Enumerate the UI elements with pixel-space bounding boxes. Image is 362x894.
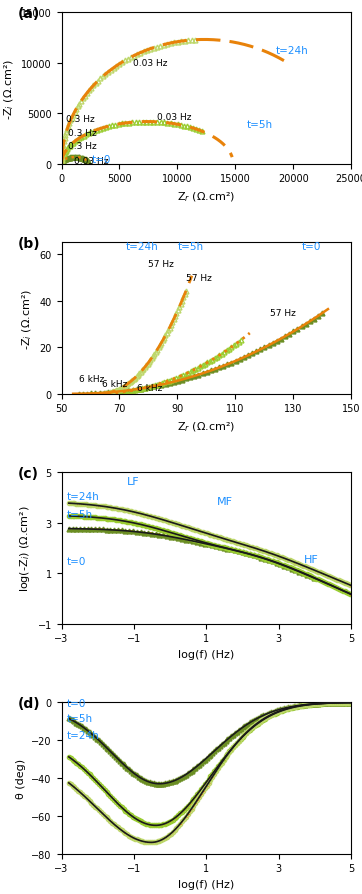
Text: (d): (d) <box>18 696 41 711</box>
Text: t=5h: t=5h <box>67 509 93 519</box>
Text: (b): (b) <box>18 237 41 251</box>
Text: t=24h: t=24h <box>125 242 158 252</box>
Text: 57 Hz: 57 Hz <box>186 274 212 283</box>
Text: 6 kHz: 6 kHz <box>79 375 104 384</box>
Text: LF: LF <box>127 477 139 486</box>
X-axis label: log(f) (Hz): log(f) (Hz) <box>178 879 235 889</box>
Y-axis label: -Z$_i$ (Ω.cm²): -Z$_i$ (Ω.cm²) <box>20 288 34 350</box>
Text: t=5h: t=5h <box>247 121 273 131</box>
Text: t=0: t=0 <box>92 155 111 165</box>
Text: t=24h: t=24h <box>67 492 100 502</box>
X-axis label: Z$_r$ (Ω.cm²): Z$_r$ (Ω.cm²) <box>177 190 235 204</box>
Text: HF: HF <box>304 554 319 564</box>
Text: 6 kHz: 6 kHz <box>137 384 162 392</box>
Y-axis label: -Z$_i$ (Ω.cm²): -Z$_i$ (Ω.cm²) <box>2 58 16 120</box>
Text: (c): (c) <box>18 467 39 481</box>
Text: t=24h: t=24h <box>276 46 308 55</box>
Text: 0.03 Hz: 0.03 Hz <box>133 59 168 68</box>
Text: t=0: t=0 <box>67 698 87 708</box>
X-axis label: log(f) (Hz): log(f) (Hz) <box>178 649 235 659</box>
Text: 0.03 Hz: 0.03 Hz <box>156 114 191 122</box>
Text: t=5h: t=5h <box>177 242 203 252</box>
Y-axis label: log(-Z$_i$) (Ω.cm²): log(-Z$_i$) (Ω.cm²) <box>18 505 32 592</box>
Text: (a): (a) <box>18 7 40 21</box>
Text: 0.3 Hz: 0.3 Hz <box>68 129 97 138</box>
Text: 0.03 Hz: 0.03 Hz <box>74 156 109 165</box>
Text: 0.3 Hz: 0.3 Hz <box>66 115 95 124</box>
Text: t=5h: t=5h <box>67 713 93 723</box>
Text: MF: MF <box>217 496 233 506</box>
Text: 57 Hz: 57 Hz <box>148 259 174 268</box>
Y-axis label: θ (deg): θ (deg) <box>16 758 26 798</box>
Text: 0.3 Hz: 0.3 Hz <box>68 141 97 150</box>
Text: 57 Hz: 57 Hz <box>270 308 296 317</box>
Text: t=0: t=0 <box>67 557 87 567</box>
X-axis label: Z$_r$ (Ω.cm²): Z$_r$ (Ω.cm²) <box>177 419 235 433</box>
Text: t=24h: t=24h <box>67 730 100 740</box>
Text: 6 kHz: 6 kHz <box>102 379 127 388</box>
Text: t=0: t=0 <box>302 242 321 252</box>
